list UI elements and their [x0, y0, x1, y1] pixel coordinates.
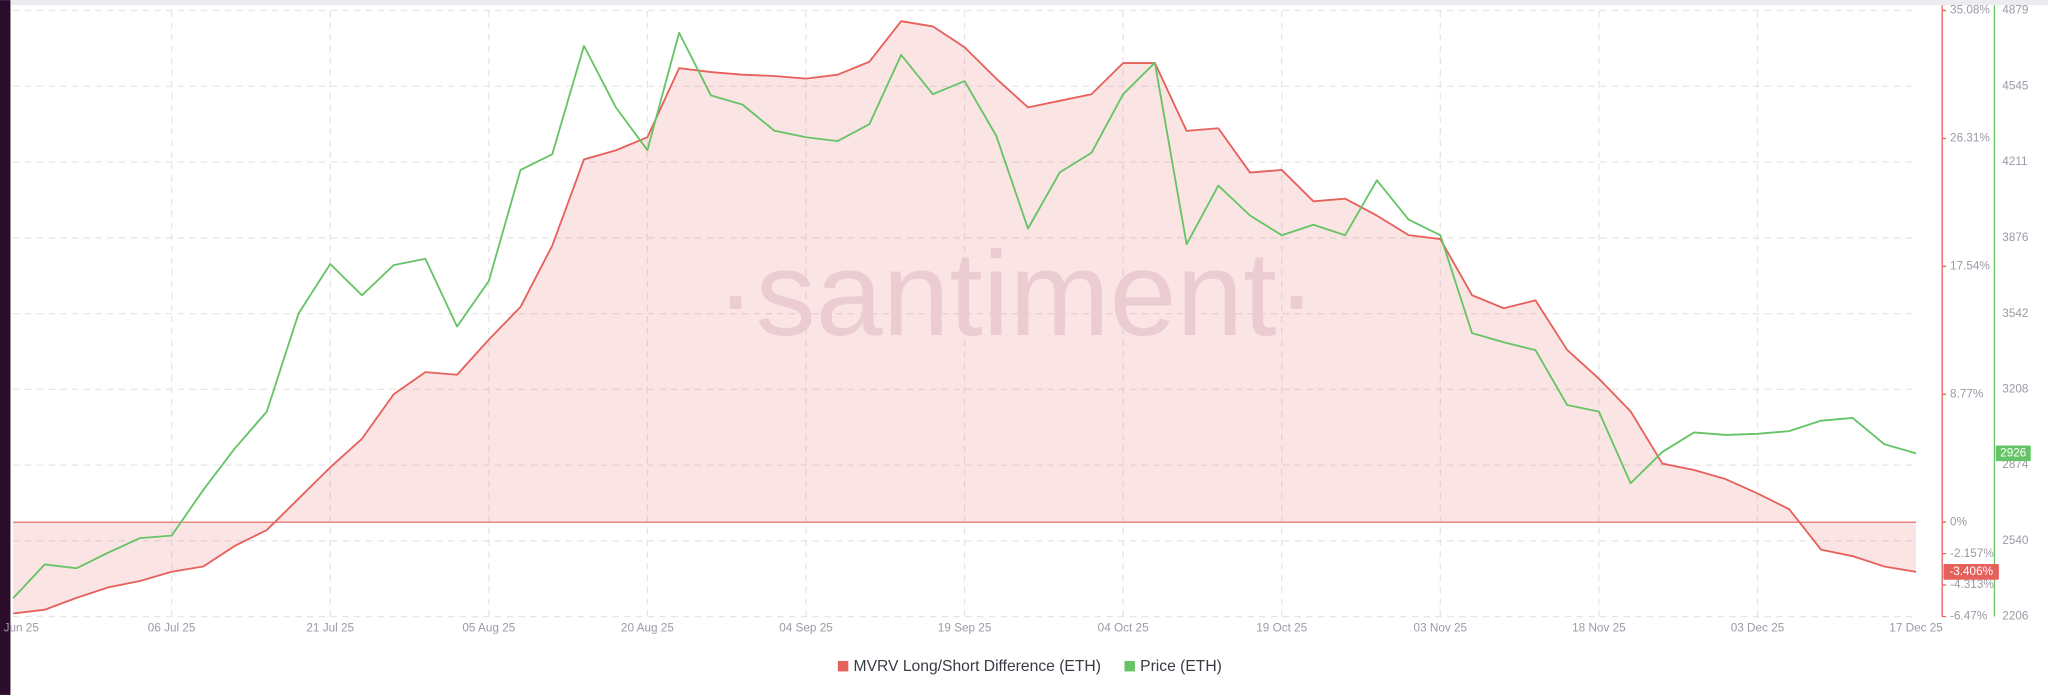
top-bar — [10, 0, 2048, 6]
line — [12, 20, 1917, 615]
y2-tick-label: 4879 — [2002, 4, 2028, 17]
value-badge — [1995, 445, 2031, 462]
y2-tick-label: 2206 — [2002, 610, 2029, 623]
x-tick-label: 03 Nov 25 — [1414, 621, 1468, 634]
y2-tick-label: 4545 — [2002, 79, 2029, 92]
legend-label: MVRV Long/Short Difference (ETH) — [854, 658, 1101, 675]
area — [13, 21, 1917, 614]
line — [12, 31, 1917, 599]
y-tick-label: 26.31% — [1950, 132, 1990, 145]
legend-swatch — [1124, 660, 1135, 672]
y-tick-label: -6.47% — [1950, 610, 1988, 623]
x-tick-label: 05 Aug 25 — [462, 621, 515, 634]
y2-tick-label: 2874 — [2002, 458, 2029, 471]
x-tick-label: 21 Jul 25 — [306, 621, 354, 634]
y2-tick-label: 3208 — [2002, 382, 2029, 395]
y-tick-label: 35.08% — [1950, 4, 1990, 17]
x-tick-label: 04 Sep 25 — [779, 621, 833, 634]
left-edge — [0, 0, 11, 695]
x-tick-label: 21 Jun 25 — [0, 621, 39, 634]
x-tick-label: 06 Jul 25 — [148, 621, 196, 634]
x-tick-label: 19 Sep 25 — [938, 621, 992, 634]
y-tick-label: -2.157% — [1950, 547, 1994, 560]
y-tick-label: -4.313% — [1950, 578, 1994, 591]
y2-tick-label: 3542 — [2002, 307, 2028, 320]
y2-tick-label: 3876 — [2002, 231, 2029, 244]
y-tick-label: 8.77% — [1950, 387, 1984, 400]
x-tick-label: 19 Oct 25 — [1256, 621, 1307, 634]
y2-tick-label: 4211 — [2002, 155, 2027, 168]
value-badge — [1943, 564, 1999, 580]
value-label: 2926 — [2000, 446, 2027, 459]
value-label: -3.406% — [1949, 565, 1993, 578]
legend: MVRV Long/Short Difference (ETH) Price (E… — [837, 658, 1222, 675]
x-tick-label: 03 Dec 25 — [1731, 621, 1785, 634]
legend-label: Price (ETH) — [1140, 658, 1222, 675]
x-tick-label: 18 Nov 25 — [1572, 621, 1626, 634]
y-tick-label: 0% — [1950, 515, 1968, 528]
x-tick-label: 17 Dec 25 — [1889, 621, 1943, 634]
legend-swatch — [837, 660, 849, 672]
x-tick-label: 20 Aug 25 — [621, 621, 674, 634]
y-tick-label: 17.54% — [1950, 259, 1990, 272]
y2-tick-label: 2540 — [2002, 534, 2029, 547]
watermark: ·santiment· — [716, 227, 1317, 361]
x-tick-label: 04 Oct 25 — [1098, 621, 1149, 634]
